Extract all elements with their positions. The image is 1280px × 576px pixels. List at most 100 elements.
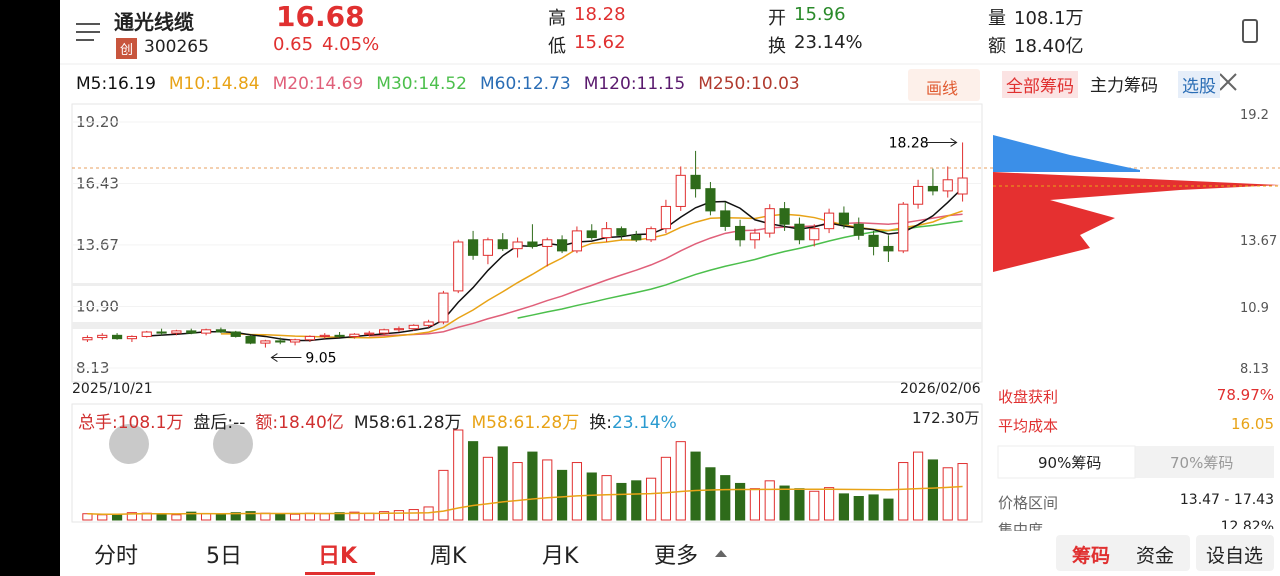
stat-label: 低	[548, 36, 566, 57]
bottom-button[interactable]: 设自选	[1206, 545, 1264, 567]
phone-icon[interactable]	[1242, 19, 1258, 43]
volume-bar	[883, 498, 894, 521]
volume-bar	[126, 512, 138, 521]
volume-bar	[838, 493, 850, 521]
candle-body	[912, 185, 924, 205]
tab[interactable]: 周K	[430, 544, 467, 569]
bottom-button[interactable]: 筹码	[1072, 545, 1111, 567]
stock-code: 300265	[144, 37, 209, 57]
volume-bar	[97, 514, 108, 521]
chip-tab[interactable]: 选股	[1178, 71, 1220, 98]
end-date: 2026/02/06	[900, 381, 981, 397]
volume-item: 额:18.40亿	[255, 413, 344, 433]
volume-bar	[289, 513, 301, 521]
candle-body	[527, 241, 538, 247]
ratio-tab[interactable]: 90%筹码	[1038, 454, 1102, 472]
volume-bar	[275, 513, 286, 521]
volume-ma	[87, 485, 963, 516]
volume-bar	[482, 456, 494, 521]
volume-bar	[260, 512, 271, 521]
candle-body	[497, 239, 508, 250]
candle-body	[156, 331, 167, 334]
high-label: 18.28	[889, 135, 929, 151]
stock-name: 通光线缆	[114, 10, 194, 34]
ma-legend: M5:16.19 M10:14.84 M20:14.69 M30:14.52 M60:1…	[76, 74, 813, 94]
volume-item: 23.14%	[611, 413, 677, 433]
candle-body	[364, 332, 375, 335]
tab[interactable]: 更多	[654, 544, 699, 569]
menu-icon[interactable]	[76, 23, 100, 41]
volume-bar	[749, 488, 761, 521]
candle-body	[779, 208, 790, 225]
tab[interactable]: 日K	[318, 544, 358, 569]
candle-body	[823, 212, 835, 230]
volume-bar	[571, 462, 583, 521]
volume-bar	[912, 451, 924, 521]
ratio-tab[interactable]: 70%筹码	[1170, 454, 1234, 472]
app: 8.13 10.90 13.67 16.43 19.20 18.28 9.05 通光线缆 创…	[60, 0, 1280, 576]
next-btn[interactable]	[213, 424, 253, 464]
candle-body	[957, 177, 968, 195]
bottom-button[interactable]: 资金	[1136, 545, 1175, 567]
volume-item: 盘后:--	[193, 413, 246, 433]
candle-body	[586, 230, 597, 239]
volume-bar	[497, 446, 508, 521]
prev-btn[interactable]	[109, 424, 149, 464]
tab[interactable]: 5日	[206, 544, 242, 569]
candle-body	[645, 228, 657, 241]
volume-bar	[853, 495, 864, 521]
draw-button[interactable]: 画线	[926, 79, 959, 98]
close-icon[interactable]	[1219, 73, 1237, 91]
candle-body	[82, 337, 93, 341]
conc-value: 12.82%	[1220, 519, 1274, 529]
candle-body	[200, 329, 212, 334]
tab[interactable]: 分时	[94, 544, 139, 569]
candle-body	[720, 210, 731, 227]
chip-axis: 10.9	[1240, 301, 1269, 316]
volume-bar	[631, 480, 642, 521]
volume-bar	[467, 441, 479, 521]
chip-row-value: 16.05	[1231, 415, 1274, 433]
ma-item: M5:16.19	[76, 74, 156, 94]
candle-body	[393, 328, 405, 331]
chip-axis: 8.13	[1240, 362, 1269, 377]
volume-bar	[794, 488, 805, 521]
chip-tab[interactable]: 主力筹码	[1090, 76, 1158, 96]
chip-tab[interactable]: 全部筹码	[1002, 71, 1078, 98]
chip-axis: 19.2	[1240, 108, 1269, 123]
volume-item: M58:61.28万	[471, 413, 580, 433]
candle-body	[898, 203, 909, 252]
tab[interactable]: 月K	[542, 544, 579, 569]
candle-body	[111, 334, 123, 340]
volume-bar	[690, 451, 701, 521]
volume-bar	[82, 513, 93, 521]
candle-body	[749, 232, 761, 241]
volume-bar	[779, 485, 790, 521]
candle-body	[675, 174, 686, 207]
draw-btn-bg[interactable]	[908, 69, 980, 101]
ma-item: M20:14.69	[272, 74, 364, 94]
volume-bar	[393, 510, 405, 521]
candle-body	[601, 228, 612, 239]
volume-bar	[408, 509, 419, 521]
stat-value: 108.1万	[1014, 8, 1084, 29]
volume-item: 换:	[589, 413, 612, 433]
volume-bar	[660, 456, 672, 521]
low-arrow	[270, 353, 302, 362]
candle-body	[467, 239, 479, 256]
candle-body	[230, 331, 241, 337]
chart-frame	[71, 103, 983, 383]
volume-bar	[764, 480, 775, 521]
ratio-tab-active[interactable]	[997, 445, 1136, 479]
volume-bar	[334, 512, 345, 521]
ma-item: M60:12.73	[480, 74, 571, 94]
volume-header: 总手:108.1万 盘后:-- 额:18.40亿 M58:61.28万 M58:61.2…	[78, 408, 687, 433]
candle-body	[275, 340, 286, 343]
stat-label: 额	[988, 36, 1006, 57]
start-date: 2025/10/21	[72, 381, 153, 397]
volume-bar	[245, 511, 256, 521]
candle-body	[245, 335, 256, 344]
candle-body	[97, 334, 108, 339]
volume-max: 172.30万	[912, 409, 980, 427]
